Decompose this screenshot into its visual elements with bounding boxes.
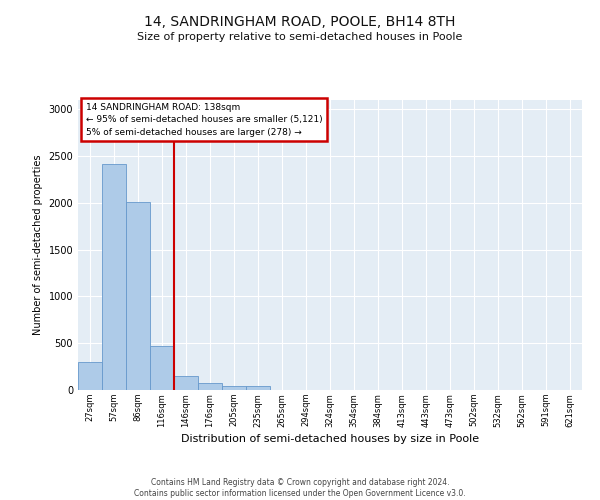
X-axis label: Distribution of semi-detached houses by size in Poole: Distribution of semi-detached houses by … <box>181 434 479 444</box>
Bar <box>222 386 246 390</box>
Text: 14, SANDRINGHAM ROAD, POOLE, BH14 8TH: 14, SANDRINGHAM ROAD, POOLE, BH14 8TH <box>145 15 455 29</box>
Bar <box>246 386 270 390</box>
Bar <box>198 384 222 390</box>
Bar <box>78 362 102 390</box>
Y-axis label: Number of semi-detached properties: Number of semi-detached properties <box>33 155 43 336</box>
Text: Contains HM Land Registry data © Crown copyright and database right 2024.
Contai: Contains HM Land Registry data © Crown c… <box>134 478 466 498</box>
Bar <box>150 346 174 390</box>
Bar <box>126 202 150 390</box>
Text: Size of property relative to semi-detached houses in Poole: Size of property relative to semi-detach… <box>137 32 463 42</box>
Bar <box>102 164 126 390</box>
Bar <box>174 376 198 390</box>
Text: 14 SANDRINGHAM ROAD: 138sqm
← 95% of semi-detached houses are smaller (5,121)
5%: 14 SANDRINGHAM ROAD: 138sqm ← 95% of sem… <box>86 103 322 137</box>
